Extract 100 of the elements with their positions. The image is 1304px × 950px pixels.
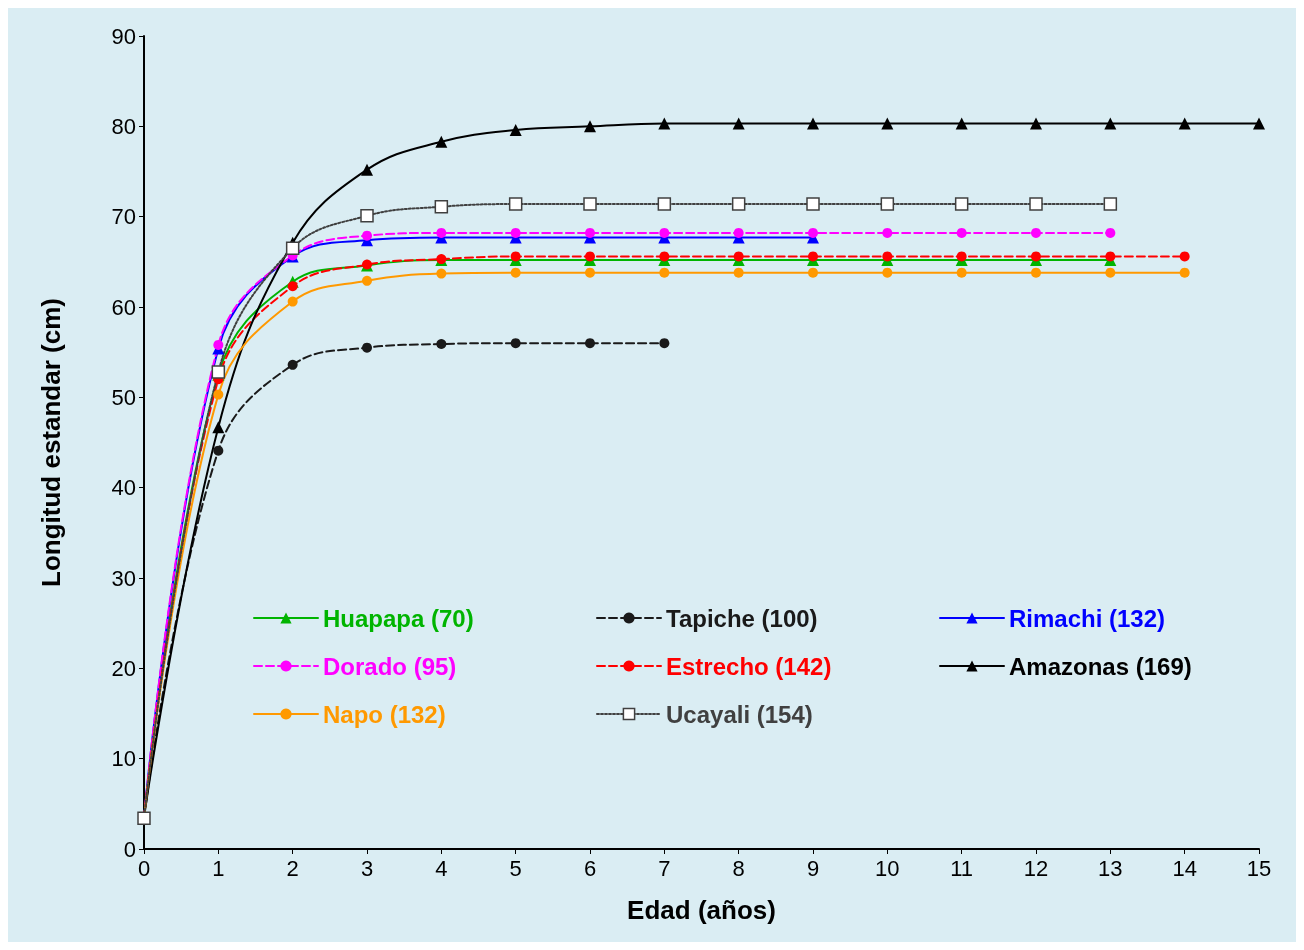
point [808, 251, 818, 262]
point [436, 268, 447, 279]
y-tick-label: 60 [111, 294, 136, 320]
point [585, 338, 595, 349]
y-tick-label: 0 [123, 836, 136, 862]
x-tick-label: 8 [732, 855, 745, 881]
point [657, 197, 672, 211]
point [213, 339, 224, 350]
point [733, 251, 744, 262]
point [583, 197, 597, 211]
point [287, 296, 298, 307]
point [882, 267, 893, 278]
point [1105, 267, 1116, 278]
point [954, 197, 969, 211]
point [361, 163, 373, 176]
point [956, 267, 967, 278]
point [1178, 117, 1191, 130]
point [1031, 267, 1041, 278]
point [1253, 117, 1265, 130]
point [733, 267, 744, 278]
point [659, 251, 670, 262]
x-tick-label: 5 [509, 855, 522, 881]
legend-label: Estrecho (142) [666, 652, 832, 680]
point [659, 267, 670, 278]
y-tick-label: 90 [111, 23, 136, 49]
x-tick-label: 7 [658, 855, 671, 881]
point [659, 338, 670, 349]
legend-label: Napo (132) [323, 700, 446, 728]
point [1179, 267, 1190, 278]
point [434, 199, 449, 214]
point [807, 117, 819, 130]
point [1103, 197, 1118, 211]
point [731, 197, 746, 211]
point [1179, 251, 1190, 262]
point [1031, 227, 1041, 238]
x-tick-label: 12 [1023, 855, 1049, 881]
legend-label: Tapiche (100) [666, 604, 818, 632]
x-tick-label: 1 [212, 855, 225, 881]
x-tick-label: 4 [435, 855, 448, 881]
y-tick-label: 70 [111, 204, 136, 230]
point [213, 445, 224, 456]
point [732, 117, 745, 130]
point [508, 197, 523, 211]
point [510, 227, 521, 238]
x-tick-label: 10 [875, 855, 900, 881]
point [1105, 251, 1116, 262]
point [436, 339, 447, 350]
point [584, 120, 596, 133]
point [955, 117, 968, 130]
x-tick-label: 11 [950, 855, 974, 881]
point [510, 267, 521, 278]
point [882, 251, 893, 262]
point [956, 251, 967, 262]
point [436, 227, 447, 238]
point [880, 197, 895, 211]
x-tick-label: 2 [286, 855, 299, 881]
legend-label: Dorado (95) [323, 652, 457, 680]
point [1030, 117, 1042, 130]
x-tick-label: 13 [1098, 855, 1123, 881]
point [808, 227, 818, 238]
point [212, 421, 225, 434]
point [509, 123, 522, 136]
point [362, 342, 372, 353]
point [808, 267, 818, 278]
point [882, 227, 893, 238]
point [360, 209, 374, 223]
point [659, 227, 670, 238]
point [1029, 197, 1043, 211]
point [585, 267, 595, 278]
point [881, 117, 894, 130]
y-tick-label: 40 [111, 475, 136, 501]
point [806, 197, 820, 211]
y-tick-label: 50 [111, 384, 136, 410]
legend-label: Huapapa (70) [323, 604, 474, 632]
x-tick-label: 6 [583, 855, 597, 881]
legend-label: Rimachi (132) [1009, 604, 1166, 632]
x-tick-label: 9 [806, 855, 820, 881]
y-tick-label: 80 [111, 113, 136, 139]
x-tick-label: 14 [1172, 855, 1197, 881]
point [510, 251, 521, 262]
point [362, 230, 372, 241]
legend-label: Ucayali (154) [666, 700, 813, 728]
point [287, 281, 298, 292]
point [1031, 251, 1041, 262]
point [362, 275, 372, 286]
point [733, 227, 744, 238]
y-tick-label: 20 [111, 655, 136, 681]
point [585, 251, 595, 262]
y-tick-label: 10 [111, 746, 136, 772]
y-axis-title: Longitud estandar (cm) [36, 298, 66, 587]
point [1105, 227, 1116, 238]
point [213, 389, 224, 400]
point [956, 227, 967, 238]
point [1104, 117, 1117, 130]
point [285, 241, 300, 256]
x-tick-label: 15 [1246, 855, 1272, 881]
point [510, 338, 521, 349]
y-tick-label: 30 [111, 565, 136, 591]
point [585, 227, 595, 238]
point [287, 359, 298, 370]
